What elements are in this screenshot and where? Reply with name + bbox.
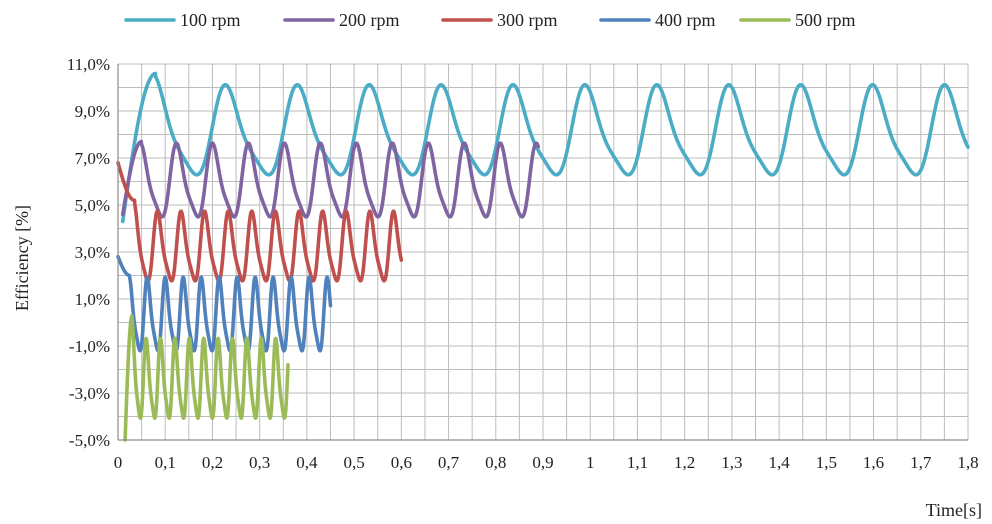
series-layer	[116, 71, 970, 442]
series-line-100-rpm	[120, 71, 970, 224]
x-tick-label: 0,5	[343, 453, 364, 472]
y-tick-label: 3,0%	[75, 243, 110, 262]
x-tick-label: 1	[586, 453, 595, 472]
series-line-200-rpm	[120, 139, 541, 219]
legend-label: 100 rpm	[180, 10, 241, 30]
x-tick-label: 0,3	[249, 453, 270, 472]
series-line-500-rpm	[123, 313, 290, 442]
x-tick-label: 0,6	[391, 453, 412, 472]
legend-label: 200 rpm	[339, 10, 400, 30]
y-tick-label: 9,0%	[75, 102, 110, 121]
y-tick-labels: 11,0% 9,0% 7,0% 5,0% 3,0% 1,0% -1,0% -3,0% -5,0%	[67, 55, 110, 450]
x-tick-label: 1,1	[627, 453, 648, 472]
legend-label: 300 rpm	[497, 10, 558, 30]
y-tick-label: -5,0%	[69, 431, 110, 450]
x-tick-label: 1,5	[816, 453, 837, 472]
y-tick-label: 11,0%	[67, 55, 110, 74]
legend-label: 400 rpm	[655, 10, 716, 30]
axes	[117, 64, 968, 441]
x-tick-labels: 0 0,1 0,2 0,3 0,4 0,5 0,6 0,7 0,8 0,9 1 1,1 1,2 1,3 1,…	[114, 453, 979, 472]
legend: 100 rpm 200 rpm 300 rpm 400 rpm 500 rpm	[124, 10, 856, 30]
x-axis-title: Time[s]	[926, 500, 982, 520]
x-tick-label: 0,8	[485, 453, 506, 472]
x-tick-label: 1,3	[721, 453, 742, 472]
x-tick-label: 0,7	[438, 453, 460, 472]
x-tick-label: 0,1	[155, 453, 176, 472]
series-line-400-rpm	[116, 254, 333, 353]
x-tick-label: 0,4	[296, 453, 318, 472]
series-line-300-rpm	[116, 160, 404, 283]
x-tick-label: 1,6	[863, 453, 884, 472]
x-tick-label: 1,7	[910, 453, 932, 472]
x-tick-label: 0,9	[532, 453, 553, 472]
y-axis-title: Efficiency [%]	[12, 205, 32, 311]
y-tick-label: 5,0%	[75, 196, 110, 215]
y-tick-label: 7,0%	[75, 149, 110, 168]
x-tick-label: 0	[114, 453, 123, 472]
y-tick-label: -1,0%	[69, 337, 110, 356]
x-tick-label: 0,2	[202, 453, 223, 472]
y-tick-label: -3,0%	[69, 384, 110, 403]
x-tick-label: 1,8	[957, 453, 978, 472]
x-tick-label: 1,2	[674, 453, 695, 472]
legend-label: 500 rpm	[795, 10, 856, 30]
y-tick-label: 1,0%	[75, 290, 110, 309]
x-tick-label: 1,4	[768, 453, 790, 472]
